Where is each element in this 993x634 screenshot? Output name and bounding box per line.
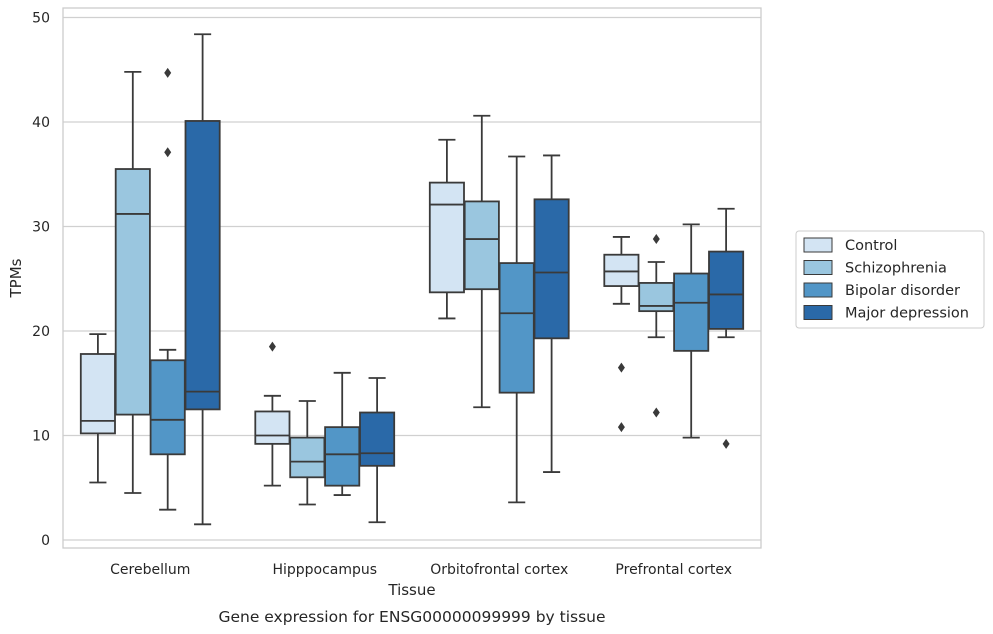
outlier-point xyxy=(722,438,730,449)
legend-frame xyxy=(795,230,985,329)
x-axis-label: Tissue xyxy=(387,581,435,599)
box-3-3 xyxy=(708,207,745,449)
box-iqr xyxy=(359,411,396,467)
box-3-0 xyxy=(184,33,221,526)
legend-label: Bipolar disorder xyxy=(845,283,960,299)
legend-item: Control xyxy=(803,237,897,254)
legend-swatch xyxy=(803,237,833,253)
box-0-2 xyxy=(428,138,465,320)
x-tick-label: Hipppocampus xyxy=(272,562,377,578)
y-tick-label: 40 xyxy=(32,115,50,131)
box-0-1 xyxy=(254,341,291,487)
y-axis-label: TPMs xyxy=(7,258,25,298)
outlier-point xyxy=(617,422,625,433)
x-tick-label: Prefrontal cortex xyxy=(615,562,732,578)
x-axis-ticks: Cerebellum Hipppocampus Orbitofrontal cort… xyxy=(110,562,732,578)
box-iqr xyxy=(184,120,221,411)
box-iqr xyxy=(428,181,465,294)
box-1-2 xyxy=(463,114,500,409)
outlier-point xyxy=(652,234,660,245)
box-1-1 xyxy=(289,400,326,506)
chart-caption: Gene expression for ENSG00000099999 by t… xyxy=(218,608,605,626)
legend-item: Major depression xyxy=(803,305,969,322)
legend-label: Schizophrenia xyxy=(845,261,947,277)
legend-swatch xyxy=(803,260,833,275)
plot-frame xyxy=(62,7,762,549)
box-iqr xyxy=(603,253,640,287)
box-2-0 xyxy=(149,67,186,511)
y-tick-label: 10 xyxy=(32,429,50,445)
plot-area xyxy=(79,33,745,526)
x-tick-label: Orbitofrontal cortex xyxy=(430,562,568,578)
y-tick-label: 20 xyxy=(32,324,50,340)
box-iqr xyxy=(463,200,500,291)
box-0-0 xyxy=(79,333,116,484)
outlier-point xyxy=(164,147,172,158)
box-1-0 xyxy=(114,70,151,494)
box-1-3 xyxy=(638,234,675,418)
box-2-1 xyxy=(324,371,361,496)
box-iqr xyxy=(638,282,675,313)
outlier-point xyxy=(652,407,660,418)
y-tick-label: 0 xyxy=(41,533,50,549)
outlier-point xyxy=(164,67,172,78)
box-2-3 xyxy=(673,223,710,439)
outlier-point xyxy=(268,341,276,352)
legend: Control Schizophrenia Bipolar disorder Majo… xyxy=(795,230,985,329)
legend-item: Bipolar disorder xyxy=(803,282,960,299)
legend-label: Major depression xyxy=(845,306,969,322)
box-3-2 xyxy=(533,154,570,473)
box-iqr xyxy=(708,250,745,330)
box-iqr xyxy=(533,198,570,340)
x-tick-label: Cerebellum xyxy=(110,562,190,578)
box-iqr xyxy=(149,359,186,456)
box-2-2 xyxy=(498,155,535,504)
y-tick-label: 50 xyxy=(32,11,50,27)
y-tick-label: 30 xyxy=(32,220,50,236)
legend-label: Control xyxy=(845,238,897,254)
legend-swatch xyxy=(803,282,833,298)
y-axis-ticks: 0 10 20 30 40 50 xyxy=(32,11,50,550)
outlier-point xyxy=(617,362,625,373)
box-iqr xyxy=(324,426,361,487)
box-iqr xyxy=(673,272,710,352)
box-0-3 xyxy=(603,236,640,433)
legend-swatch xyxy=(803,305,833,320)
legend-item: Schizophrenia xyxy=(803,260,947,277)
box-3-1 xyxy=(359,377,396,524)
box-iqr xyxy=(114,168,151,416)
box-iqr xyxy=(254,410,291,445)
box-iqr xyxy=(289,436,326,479)
box-iqr xyxy=(498,262,535,394)
